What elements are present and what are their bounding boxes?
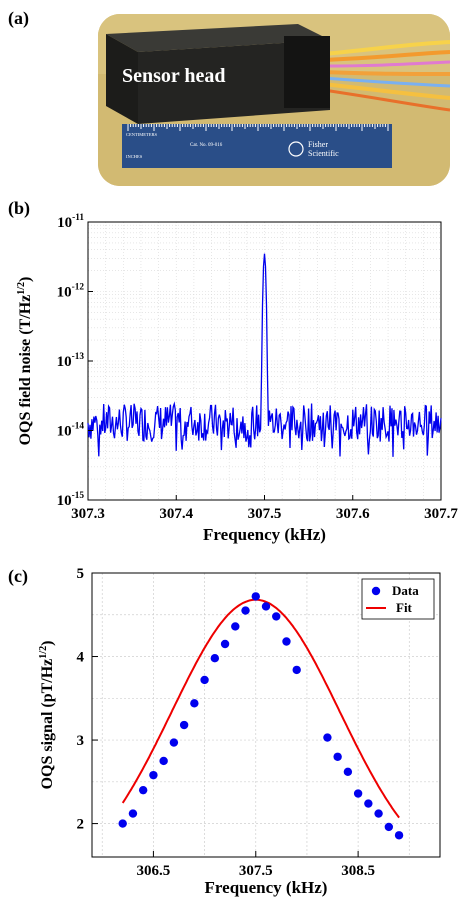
sensor-head-box bbox=[106, 24, 330, 124]
data-point bbox=[118, 819, 127, 828]
data-point bbox=[179, 720, 189, 730]
data-point bbox=[190, 699, 199, 708]
ruler-centimeters-label: CENTIMETERS bbox=[126, 132, 157, 137]
data-point bbox=[272, 612, 281, 621]
x-tick-label: 307.5 bbox=[239, 863, 273, 879]
plot-frame bbox=[91, 572, 441, 858]
y-tick-label: 2 bbox=[77, 817, 85, 833]
data-point bbox=[384, 822, 394, 832]
ruler-brand-line2: Scientific bbox=[308, 149, 339, 158]
sensor-photo: Sensor head CENTIMETERS INCHES Cat. No. … bbox=[98, 14, 450, 186]
data-point bbox=[128, 809, 138, 818]
x-tick-label: 308.5 bbox=[341, 863, 375, 879]
y-tick-label: 3 bbox=[77, 733, 85, 749]
data-point bbox=[364, 799, 373, 808]
y-tick-label: 5 bbox=[77, 566, 85, 582]
y-axis-title: OQS field noise (T/Hz1/2) bbox=[16, 277, 34, 446]
data-point bbox=[241, 606, 250, 615]
data-point bbox=[159, 756, 168, 766]
ruler: CENTIMETERS INCHES Cat. No. 09-016 Fishe… bbox=[122, 124, 392, 168]
ruler-inches-label: INCHES bbox=[126, 154, 143, 159]
sensor-head-caption: Sensor head bbox=[122, 65, 226, 87]
panel-a-label: (a) bbox=[8, 8, 29, 28]
data-point bbox=[149, 770, 158, 780]
x-tick-label: 307.4 bbox=[159, 506, 193, 522]
data-point bbox=[231, 622, 240, 631]
data-point bbox=[220, 639, 230, 649]
y-tick-label: 10-13 bbox=[57, 352, 85, 370]
data-point bbox=[374, 809, 383, 818]
legend-data-marker bbox=[371, 586, 381, 596]
data-point bbox=[333, 752, 342, 761]
data-point bbox=[169, 738, 179, 747]
x-tick-label: 307.6 bbox=[336, 506, 370, 522]
x-tick-label: 306.5 bbox=[137, 863, 171, 879]
data-point bbox=[261, 602, 271, 611]
y-tick-label: 10-12 bbox=[57, 283, 85, 301]
legend-fit-label: Fit bbox=[396, 600, 413, 615]
y-axis-title: OQS signal (pT/Hz1/2) bbox=[38, 641, 56, 790]
fit-curve bbox=[121, 598, 400, 819]
panel-c-label: (c) bbox=[8, 566, 28, 586]
y-tick-label: 10-14 bbox=[57, 422, 85, 440]
x-tick-label: 307.3 bbox=[71, 506, 105, 522]
x-axis-title: Frequency (kHz) bbox=[205, 878, 328, 897]
data-point bbox=[251, 592, 260, 601]
data-point bbox=[292, 665, 301, 675]
resonance-chart: 306.5 307.5 308.5 2 3 4 5 Frequency (kHz) OQS si… bbox=[38, 566, 441, 897]
sensor-photo-drawing: Sensor head CENTIMETERS INCHES Cat. No. … bbox=[98, 14, 450, 186]
data-point bbox=[138, 785, 148, 795]
legend-box bbox=[361, 578, 435, 620]
data-point bbox=[323, 733, 332, 742]
data-point bbox=[353, 789, 363, 798]
noise-spectrum-line bbox=[87, 253, 442, 457]
data-point bbox=[282, 637, 291, 646]
data-point bbox=[343, 767, 353, 776]
noise-spectrum-chart: 307.3 307.4 307.5 307.6 307.7 10-15 10-14 10-13… bbox=[16, 213, 458, 544]
panel-b-label: (b) bbox=[8, 198, 30, 218]
sensor-wires bbox=[322, 40, 450, 112]
x-axis-title: Frequency (kHz) bbox=[203, 525, 326, 544]
data-point bbox=[394, 831, 404, 840]
data-point bbox=[200, 675, 209, 685]
y-tick-label: 4 bbox=[77, 650, 85, 666]
legend: Data Fit bbox=[361, 578, 435, 620]
x-tick-label: 307.5 bbox=[248, 506, 282, 522]
legend-data-label: Data bbox=[392, 583, 419, 598]
x-tick-label: 307.7 bbox=[424, 506, 458, 522]
ruler-brand-logo-icon bbox=[288, 141, 304, 157]
y-tick-label: 10-15 bbox=[57, 491, 85, 509]
ruler-brand-line1: Fisher bbox=[308, 140, 328, 149]
ruler-cat-no: Cat. No. 09-016 bbox=[190, 143, 223, 148]
data-point bbox=[210, 654, 220, 663]
y-tick-label: 10-11 bbox=[57, 213, 84, 231]
